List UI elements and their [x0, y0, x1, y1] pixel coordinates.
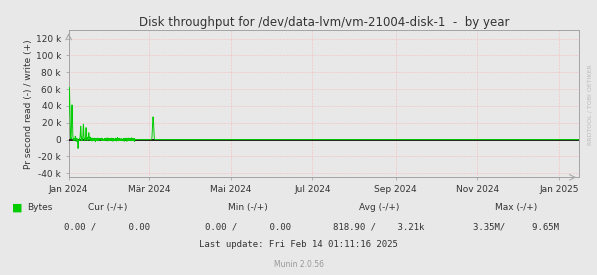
Text: 818.90 /    3.21k: 818.90 / 3.21k — [333, 222, 425, 231]
Text: Avg (-/+): Avg (-/+) — [359, 203, 399, 212]
Text: Max (-/+): Max (-/+) — [496, 203, 537, 212]
Text: Cur (-/+): Cur (-/+) — [88, 203, 127, 212]
Text: Last update: Fri Feb 14 01:11:16 2025: Last update: Fri Feb 14 01:11:16 2025 — [199, 240, 398, 249]
Y-axis label: Pr second read (-) / write (+): Pr second read (-) / write (+) — [24, 39, 33, 169]
Text: ■: ■ — [12, 203, 23, 213]
Title: Disk throughput for /dev/data-lvm/vm-21004-disk-1  -  by year: Disk throughput for /dev/data-lvm/vm-210… — [139, 16, 509, 29]
Text: 3.35M/     9.65M: 3.35M/ 9.65M — [473, 222, 559, 231]
Text: 0.00 /      0.00: 0.00 / 0.00 — [64, 222, 150, 231]
Text: RRDTOOL / TOBI OETIKER: RRDTOOL / TOBI OETIKER — [588, 64, 593, 145]
Text: Munin 2.0.56: Munin 2.0.56 — [273, 260, 324, 269]
Text: Bytes: Bytes — [27, 203, 53, 212]
Text: Min (-/+): Min (-/+) — [228, 203, 267, 212]
Text: 0.00 /      0.00: 0.00 / 0.00 — [205, 222, 291, 231]
